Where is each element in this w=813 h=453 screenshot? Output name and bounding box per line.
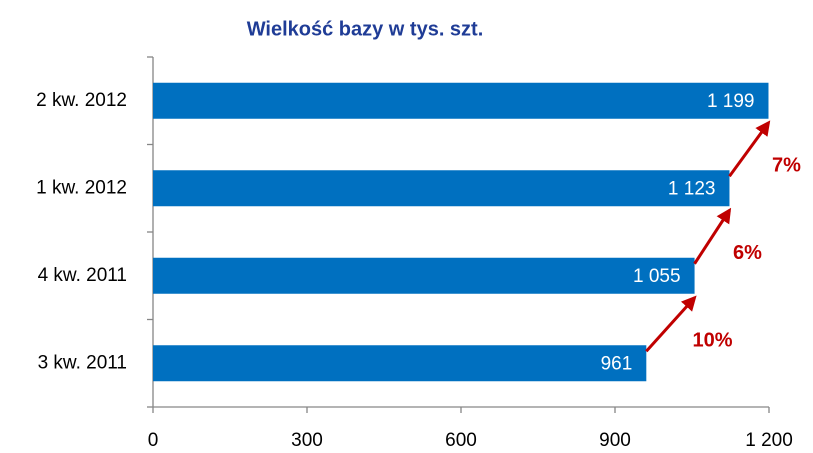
x-tick-label: 600: [445, 430, 477, 451]
growth-arrow: [728, 120, 771, 178]
growth-label: 6%: [733, 242, 762, 264]
y-tick-label: 4 kw. 2011: [38, 265, 127, 286]
y-tick-label: 3 kw. 2011: [38, 352, 127, 373]
chart-title: Wielkość bazy w tys. szt.: [247, 18, 484, 40]
growth-arrow: [693, 207, 732, 265]
growth-arrow: [645, 295, 697, 353]
growth-label: 7%: [772, 155, 801, 177]
bar: [153, 82, 769, 119]
bar: [153, 170, 730, 207]
growth-label: 10%: [693, 330, 733, 352]
x-tick-label: 300: [291, 430, 323, 451]
y-tick-label: 1 kw. 2012: [36, 177, 127, 198]
x-tick-label: 900: [599, 430, 631, 451]
x-tick-label: 0: [148, 430, 159, 451]
bar: [153, 345, 647, 382]
y-tick-label: 2 kw. 2012: [36, 90, 127, 111]
x-tick-label: 1 200: [745, 430, 793, 451]
value-label: 961: [601, 353, 633, 374]
value-label: 1 123: [668, 178, 716, 199]
value-label: 1 199: [707, 91, 755, 112]
value-label: 1 055: [633, 266, 681, 287]
bar: [153, 257, 695, 294]
